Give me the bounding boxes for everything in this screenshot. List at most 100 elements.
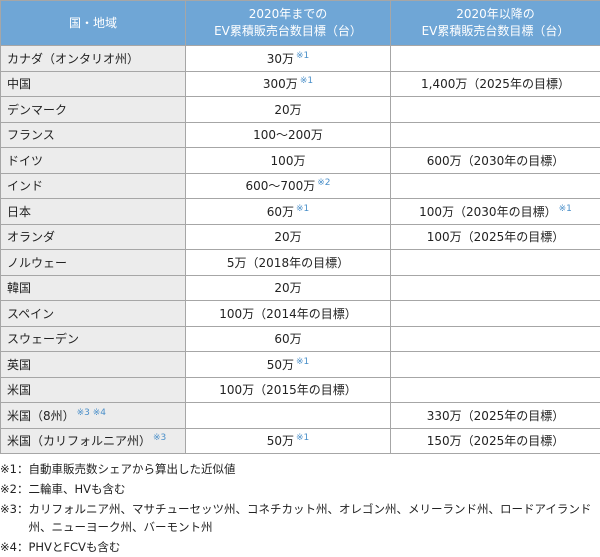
cell-text: 中国 <box>7 77 32 92</box>
cell-text: 100～200万 <box>253 128 323 143</box>
cell-note: ※1 <box>299 76 314 87</box>
cell-text: 100万 <box>270 153 306 168</box>
cell-note: ※1 <box>296 433 310 444</box>
table-row: 英国 50万 ※1 <box>0 351 600 378</box>
table-cell: 100万（2015年の目標） <box>185 376 391 403</box>
table-row: 中国 300万 ※1 1,400万（2025年の目標） <box>0 70 600 97</box>
footnotes: ※1： 自動車販売数シェアから算出した近似値 ※2： 二輪車、HVも含む ※3： カリフォ… <box>0 460 600 556</box>
cell-text: 米国（カリフォルニア州） <box>7 434 152 449</box>
table-row: ドイツ 100万 600万（2030年の目標） <box>0 147 600 174</box>
table-cell: 50万 ※1 <box>185 427 391 454</box>
table-cell <box>390 249 600 276</box>
cell-text: デンマーク <box>7 102 68 117</box>
cell-note: ※1 <box>296 50 310 61</box>
footnote-mark: ※2： <box>0 482 29 496</box>
table-cell <box>390 351 600 378</box>
table-cell: 300万 ※1 <box>185 70 391 97</box>
footnote-mark: ※4： <box>0 540 29 554</box>
table-body: カナダ（オンタリオ州） 30万 ※1 中国 300万 ※1 1,400万（2025年の目標）… <box>0 45 600 454</box>
header-cell: 国・地域 <box>0 0 186 46</box>
table-cell <box>185 402 391 429</box>
table-row: オランダ 20万 100万（2025年の目標） <box>0 223 600 250</box>
footnote-text: PHVとFCVも含む <box>28 540 121 554</box>
table-row: インド 600～700万 ※2 <box>0 172 600 199</box>
cell-text: 100万（2030年の目標） <box>419 204 557 219</box>
cell-text: 20万 <box>274 281 302 296</box>
header-line: EV累積販売台数目標（台） <box>214 24 362 38</box>
table-row: デンマーク 20万 <box>0 96 600 123</box>
table-cell: 米国（8州） ※3 ※4 <box>0 402 186 429</box>
table-row: 韓国 20万 <box>0 274 600 301</box>
table-cell <box>390 300 600 327</box>
table-cell: ドイツ <box>0 147 186 174</box>
table-cell: カナダ（オンタリオ州） <box>0 45 186 72</box>
table-cell: 20万 <box>185 274 391 301</box>
target-table: 国・地域 2020年までの EV累積販売台数目標（台） 2020年以降の EV累積販売台… <box>0 0 600 454</box>
table-row: スウェーデン 60万 <box>0 325 600 352</box>
table-row: カナダ（オンタリオ州） 30万 ※1 <box>0 45 600 72</box>
table-cell: 5万（2018年の目標） <box>185 249 391 276</box>
cell-text: 5万（2018年の目標） <box>226 255 350 270</box>
cell-note: ※1 <box>296 356 310 367</box>
table-cell: 米国 <box>0 376 186 403</box>
cell-text: 英国 <box>7 357 32 372</box>
table-cell: 米国（カリフォルニア州） ※3 <box>0 427 186 454</box>
footnote-text: 二輪車、HVも含む <box>28 482 126 496</box>
cell-note: ※2 <box>317 178 331 189</box>
table-cell: 韓国 <box>0 274 186 301</box>
table-cell: 50万 ※1 <box>185 351 391 378</box>
table-cell: フランス <box>0 121 186 148</box>
table-cell: 100万（2014年の目標） <box>185 300 391 327</box>
cell-text: 50万 <box>266 434 294 449</box>
table-cell <box>390 172 600 199</box>
header-line: EV累積販売台数目標（台） <box>421 24 570 38</box>
table-cell: スペイン <box>0 300 186 327</box>
cell-text: 150万（2025年の目標） <box>426 434 565 449</box>
cell-note: ※3 <box>153 433 167 444</box>
table-cell: 20万 <box>185 96 391 123</box>
table-cell: 330万（2025年の目標） <box>390 402 600 429</box>
table-cell: 60万 <box>185 325 391 352</box>
cell-text: 100万（2025年の目標） <box>426 230 565 245</box>
cell-text: 20万 <box>274 230 302 245</box>
cell-note: ※3 ※4 <box>76 407 107 418</box>
table-cell: 60万 ※1 <box>185 198 391 225</box>
cell-text: 60万 <box>266 204 294 219</box>
cell-text: 60万 <box>274 332 302 347</box>
table-row: スペイン 100万（2014年の目標） <box>0 300 600 327</box>
table-cell: 150万（2025年の目標） <box>390 427 600 454</box>
table-cell: 100万 <box>185 147 391 174</box>
table-cell: スウェーデン <box>0 325 186 352</box>
table-cell: オランダ <box>0 223 186 250</box>
footnote-mark: ※3： <box>0 502 29 516</box>
cell-text: オランダ <box>7 230 56 245</box>
table-cell: インド <box>0 172 186 199</box>
table-row: 日本 60万 ※1 100万（2030年の目標） ※1 <box>0 198 600 225</box>
table-row: 米国 100万（2015年の目標） <box>0 376 600 403</box>
table-cell: 英国 <box>0 351 186 378</box>
table-cell: 1,400万（2025年の目標） <box>390 70 600 97</box>
table-row: 米国（カリフォルニア州） ※3 50万 ※1 150万（2025年の目標） <box>0 427 600 454</box>
cell-text: フランス <box>7 128 55 143</box>
table-cell <box>390 45 600 72</box>
cell-text: 600～700万 <box>245 179 316 194</box>
cell-text: 日本 <box>7 204 32 219</box>
header-line: 2020年までの <box>248 7 328 21</box>
cell-text: 韓国 <box>7 281 32 296</box>
table-cell: 中国 <box>0 70 186 97</box>
footnote: ※2： 二輪車、HVも含む <box>0 480 600 498</box>
table-cell <box>390 121 600 148</box>
cell-text: 100万（2015年の目標） <box>219 383 357 398</box>
cell-text: 30万 <box>266 51 294 66</box>
table-cell: ノルウェー <box>0 249 186 276</box>
cell-note: ※1 <box>296 203 310 214</box>
footnote-mark: ※1： <box>0 462 29 476</box>
cell-text: スペイン <box>7 306 55 321</box>
cell-text: 米国 <box>7 383 32 398</box>
cell-text: 300万 <box>262 77 298 92</box>
cell-text: 20万 <box>274 102 302 117</box>
header-line: 国・地域 <box>68 15 117 30</box>
table-cell: 30万 ※1 <box>185 45 391 72</box>
table-cell: 100万（2025年の目標） <box>390 223 600 250</box>
table-cell: 20万 <box>185 223 391 250</box>
